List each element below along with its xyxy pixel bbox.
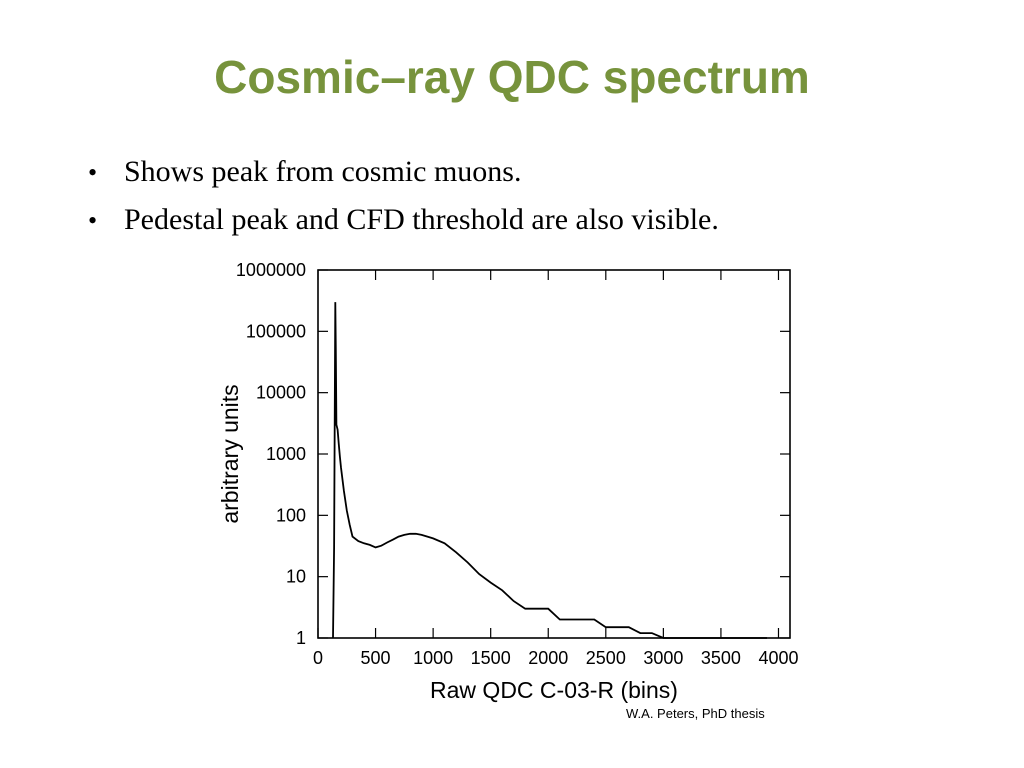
chart-axes: 1 10 100 1000 10000 100000 1000000 0 500 1000 1500… <box>236 260 799 668</box>
y-tick-label: 10 <box>286 567 306 587</box>
y-axis-label: arbitrary units <box>217 384 243 523</box>
plot-frame <box>317 269 791 639</box>
x-tick-label: 1500 <box>471 648 511 668</box>
x-tick-label: 3500 <box>701 648 741 668</box>
x-tick-label: 0 <box>313 648 323 668</box>
y-tick-label: 1000000 <box>236 260 306 280</box>
source-credit: W.A. Peters, PhD thesis <box>626 706 765 721</box>
x-tick-label: 3000 <box>643 648 683 668</box>
x-tick-label: 500 <box>361 648 391 668</box>
y-tick-label: 10000 <box>256 383 306 403</box>
slide-title: Cosmic–ray QDC spectrum <box>214 51 810 103</box>
y-tick-label: 1 <box>296 628 306 648</box>
x-tick-label: 2500 <box>586 648 626 668</box>
bullet-text: Pedestal peak and CFD threshold are also… <box>124 203 719 236</box>
y-tick-label: 100 <box>276 505 306 525</box>
bullet-text: Shows peak from cosmic muons. <box>124 155 522 188</box>
chart-series <box>332 302 767 639</box>
bullet-list: • Shows peak from cosmic muons. • Pedestal… <box>88 150 719 246</box>
qdc-spectrum-chart: 1 10 100 1000 10000 100000 1000000 0 500 1000 1500… <box>217 260 799 703</box>
bullet-dot-icon: • <box>88 206 98 235</box>
y-tick-label: 1000 <box>266 444 306 464</box>
y-tick-label: 100000 <box>246 321 306 341</box>
bullet-dot-icon: • <box>88 158 98 187</box>
bullet-item: • Pedestal peak and CFD threshold are als… <box>88 198 719 246</box>
x-tick-label: 1000 <box>413 648 453 668</box>
x-axis-label: Raw QDC C-03-R (bins) <box>430 677 678 703</box>
x-tick-label: 2000 <box>528 648 568 668</box>
spectrum-line <box>332 302 767 639</box>
bullet-item: • Shows peak from cosmic muons. <box>88 150 719 198</box>
x-tick-label: 4000 <box>758 648 798 668</box>
